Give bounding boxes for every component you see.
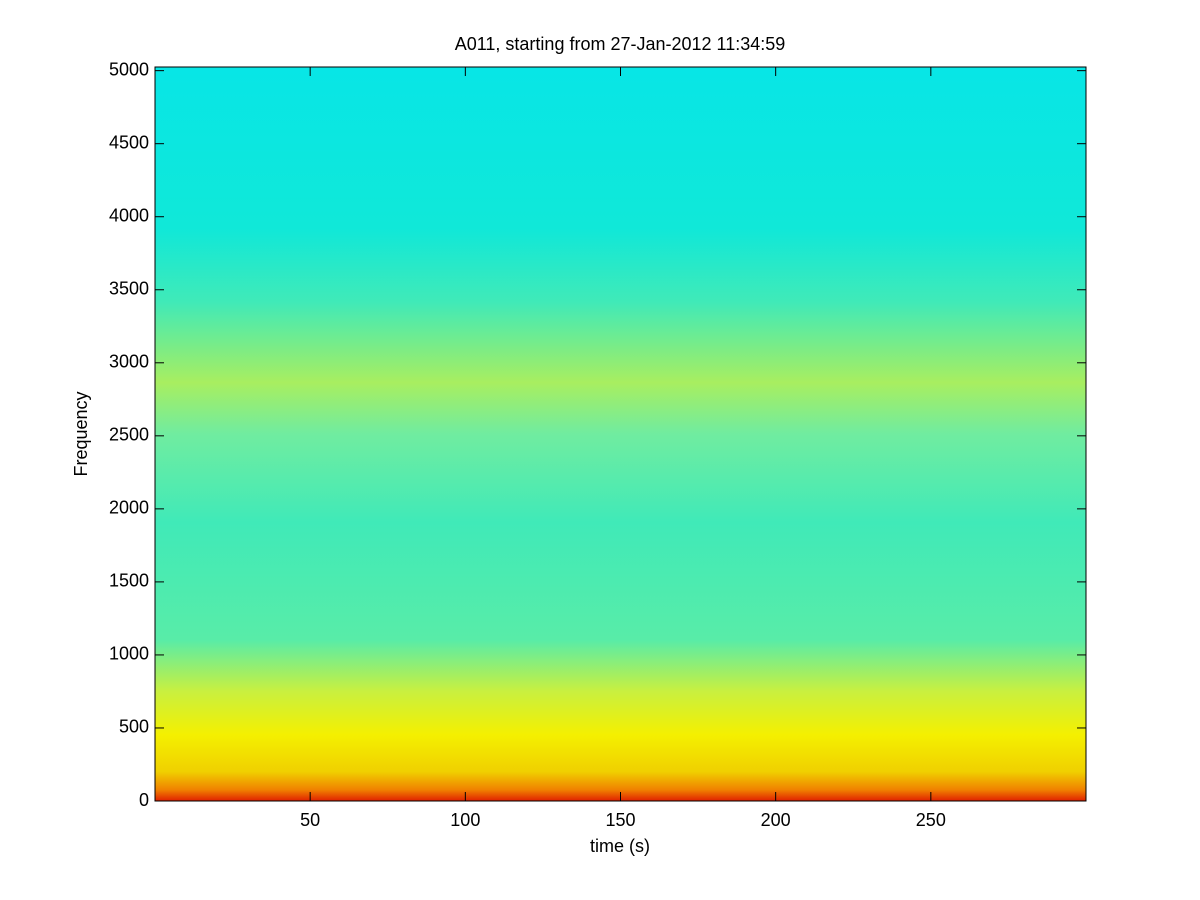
y-tick-label: 4000 [109, 205, 149, 225]
x-tick-label: 150 [605, 810, 635, 830]
y-tick-label: 500 [119, 717, 149, 737]
spectrogram-image [155, 67, 1086, 801]
x-tick-label: 100 [450, 810, 480, 830]
x-axis-label: time (s) [590, 836, 650, 856]
y-tick-label: 5000 [109, 59, 149, 79]
y-tick-label: 1000 [109, 644, 149, 664]
y-axis-label: Frequency [71, 391, 91, 476]
x-tick-label: 50 [300, 810, 320, 830]
y-tick-label: 3500 [109, 279, 149, 299]
x-tick-label: 200 [761, 810, 791, 830]
y-tick-label: 3000 [109, 352, 149, 372]
chart-title: A011, starting from 27-Jan-2012 11:34:59 [455, 34, 786, 54]
y-tick-label: 4500 [109, 132, 149, 152]
y-tick-label: 1500 [109, 571, 149, 591]
y-tick-label: 2500 [109, 425, 149, 445]
y-tick-label: 0 [139, 790, 149, 810]
x-tick-label: 250 [916, 810, 946, 830]
y-tick-label: 2000 [109, 498, 149, 518]
